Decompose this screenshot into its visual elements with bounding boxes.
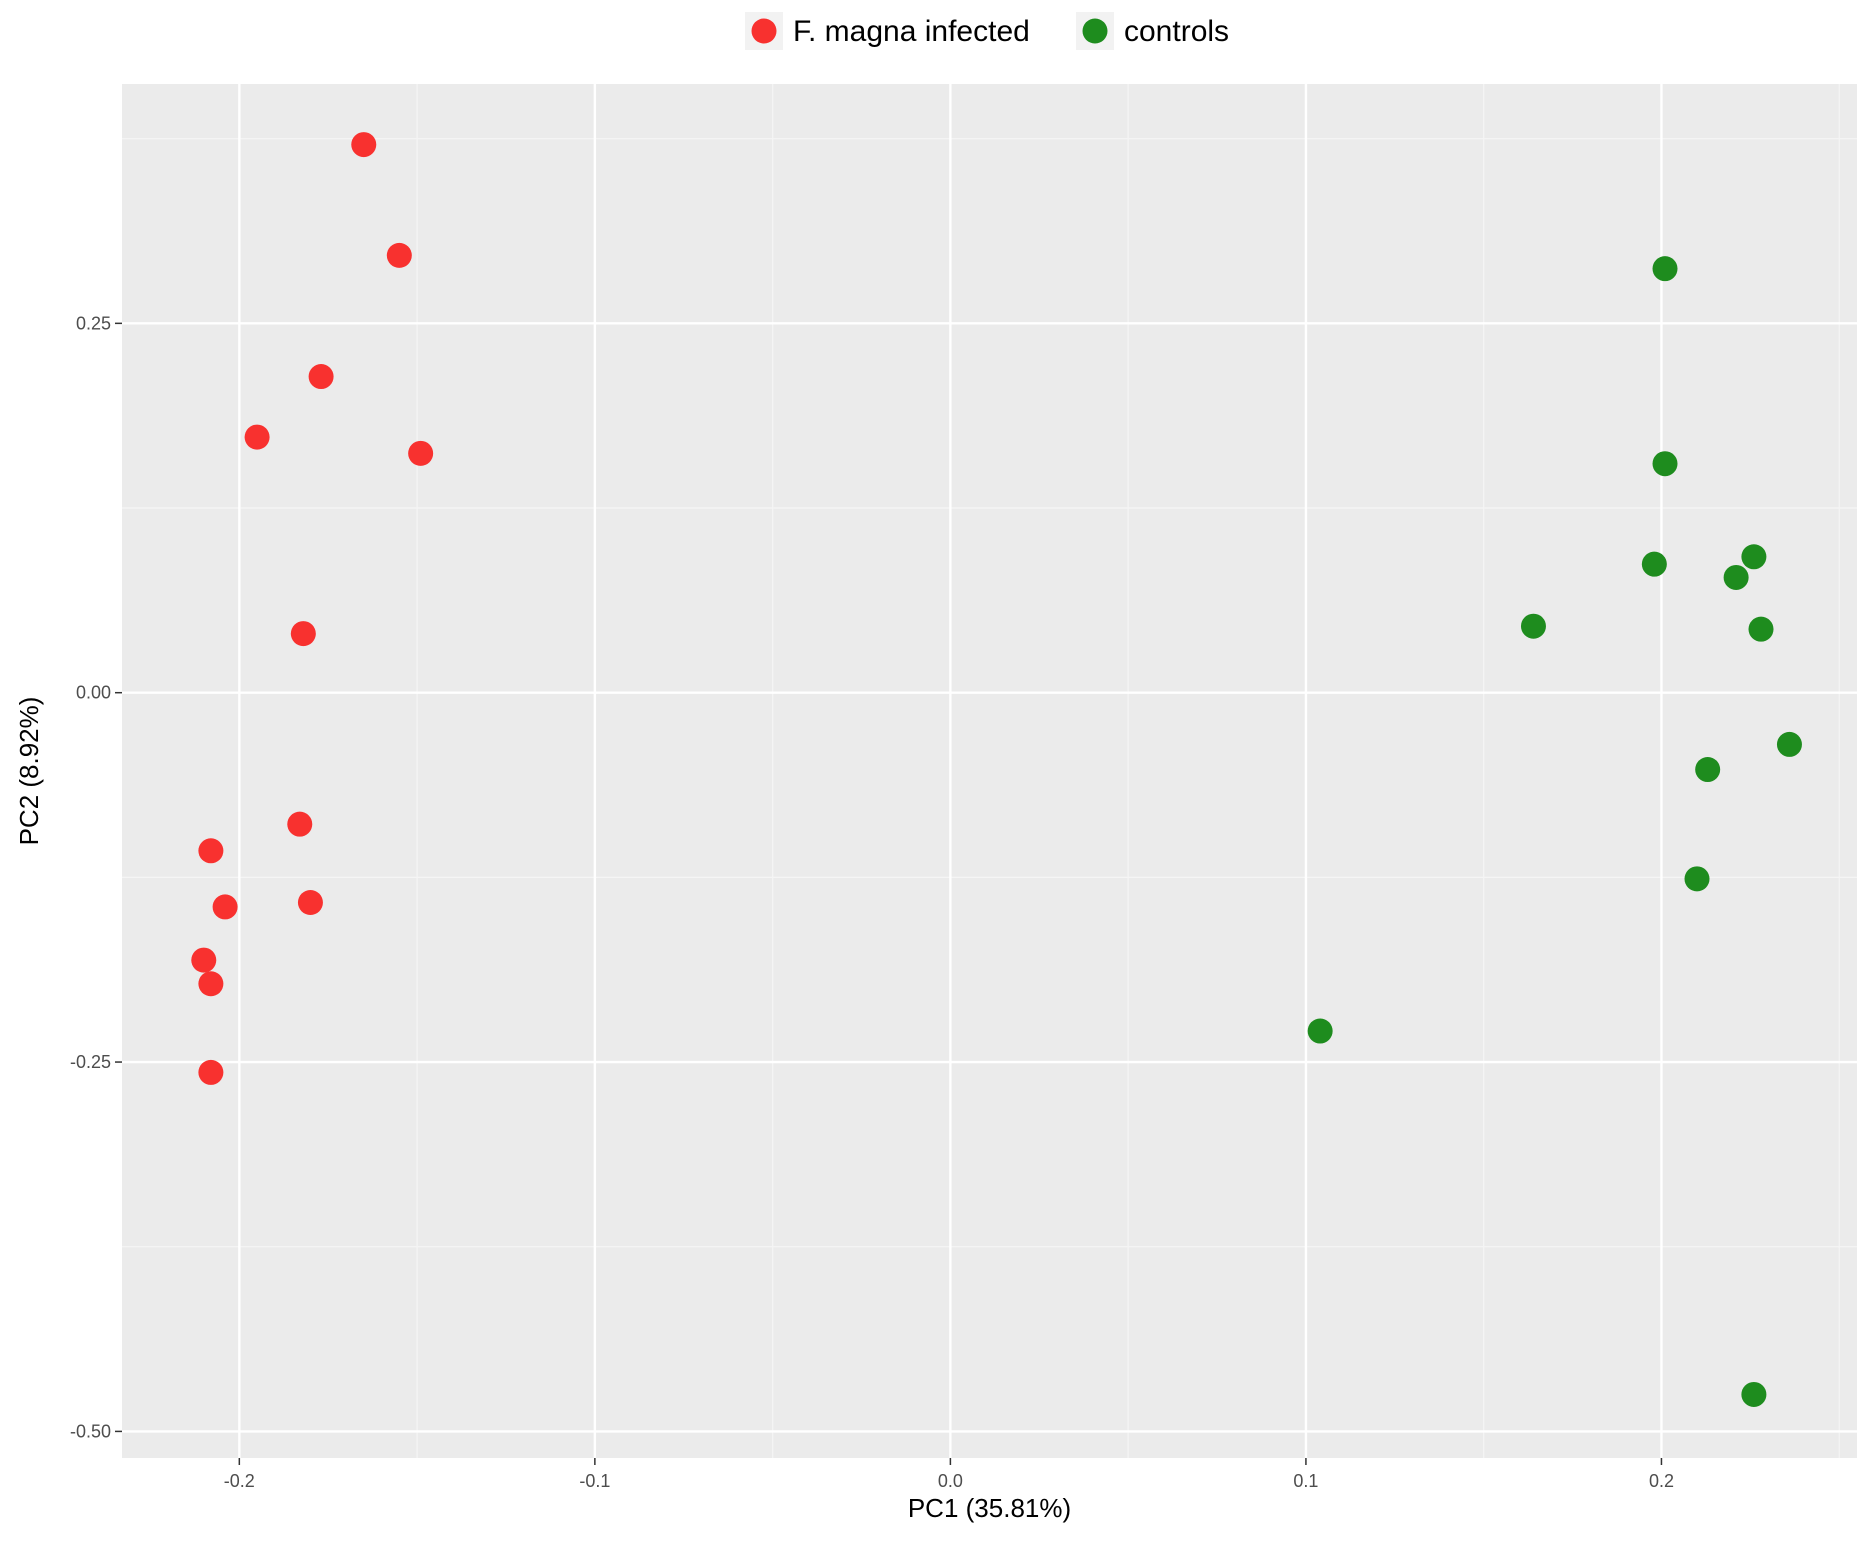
data-point-control [1684, 866, 1710, 892]
data-points [191, 132, 1802, 1407]
data-point-control [1641, 551, 1667, 577]
data-point-infected [244, 424, 270, 450]
x-axis-ticks: -0.2 -0.1 0.0 0.1 0.2 [224, 1458, 1674, 1491]
data-point-control [1741, 1381, 1767, 1407]
y-tick-label: 0.00 [76, 683, 111, 703]
y-tick-label: 0.25 [76, 313, 111, 333]
data-point-infected [297, 889, 323, 915]
plot-panel [122, 84, 1857, 1458]
major-gridlines [122, 84, 1857, 1458]
legend: F. magna infected controls [745, 12, 1229, 50]
data-point-infected [308, 364, 334, 390]
y-axis-title: PC2 (8.92%) [14, 697, 44, 846]
data-point-infected [191, 947, 217, 973]
legend-item-infected: F. magna infected [745, 12, 1030, 50]
data-point-control [1695, 757, 1721, 783]
legend-label: F. magna infected [793, 15, 1030, 48]
data-point-control [1652, 451, 1678, 477]
minor-gridlines [122, 84, 1857, 1458]
x-axis-title: PC1 (35.81%) [908, 1493, 1071, 1523]
data-point-infected [198, 838, 224, 864]
legend-key-marker [1082, 18, 1108, 44]
data-point-control [1307, 1018, 1333, 1044]
x-tick-label: -0.2 [224, 1471, 255, 1491]
data-point-control [1748, 616, 1774, 642]
data-point-infected [408, 440, 434, 466]
x-tick-label: 0.2 [1649, 1471, 1674, 1491]
y-tick-label: -0.25 [70, 1052, 111, 1072]
legend-item-controls: controls [1076, 12, 1229, 50]
x-tick-label: 0.1 [1293, 1471, 1318, 1491]
data-point-control [1520, 613, 1546, 639]
data-point-infected [290, 621, 316, 647]
data-point-infected [212, 894, 238, 920]
legend-label: controls [1124, 15, 1229, 48]
data-point-infected [198, 1059, 224, 1085]
y-axis-ticks: -0.50 -0.25 0.00 0.25 [70, 313, 122, 1441]
data-point-control [1776, 731, 1802, 757]
data-point-infected [198, 971, 224, 997]
x-tick-label: -0.1 [579, 1471, 610, 1491]
data-point-infected [351, 132, 377, 158]
data-point-infected [386, 242, 412, 268]
data-point-infected [287, 811, 313, 837]
x-tick-label: 0.0 [938, 1471, 963, 1491]
y-tick-label: -0.50 [70, 1421, 111, 1441]
data-point-control [1741, 544, 1767, 570]
data-point-control [1652, 256, 1678, 282]
data-point-control [1723, 564, 1749, 590]
legend-key-marker [751, 18, 777, 44]
